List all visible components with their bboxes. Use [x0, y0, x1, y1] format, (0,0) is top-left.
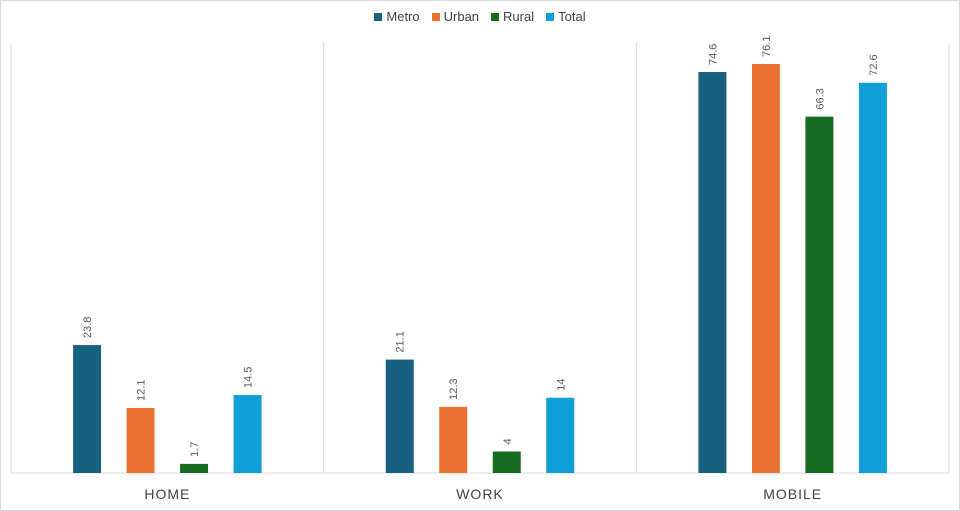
legend-item-metro: Metro	[374, 9, 420, 24]
bar-rural-work	[492, 451, 521, 473]
legend: Metro Urban Rural Total	[0, 9, 960, 24]
legend-label: Rural	[503, 9, 535, 24]
x-tick-label: MOBILE	[763, 486, 822, 502]
legend-label: Metro	[386, 9, 420, 24]
bar-total-work	[546, 397, 575, 473]
bar-total-mobile	[858, 82, 887, 474]
legend-label: Total	[558, 9, 586, 24]
bar-rural-home	[180, 463, 209, 473]
data-label: 66.3	[814, 88, 826, 109]
bar-total-home	[233, 395, 262, 473]
data-label: 74.6	[707, 44, 719, 65]
bar-metro-home	[73, 345, 102, 473]
bar-rural-mobile	[805, 116, 834, 473]
data-label: 12.1	[136, 380, 148, 401]
legend-swatch	[374, 12, 383, 21]
data-label: 1.7	[189, 442, 201, 457]
legend-item-urban: Urban	[431, 9, 480, 24]
bar-urban-mobile	[751, 63, 780, 474]
legend-item-rural: Rural	[491, 9, 534, 24]
bar-urban-home	[126, 407, 155, 473]
data-label: 23.8	[82, 317, 94, 338]
bar-metro-work	[385, 359, 414, 473]
bar-metro-mobile	[698, 72, 727, 474]
x-tick-label: HOME	[144, 486, 190, 502]
data-label: 72.6	[868, 54, 880, 75]
legend-swatch	[491, 12, 500, 21]
legend-item-total: Total	[546, 9, 586, 24]
bar-urban-work	[439, 406, 468, 473]
legend-label: Urban	[443, 9, 480, 24]
legend-swatch	[546, 12, 555, 21]
x-tick-label: WORK	[456, 486, 504, 502]
data-label: 12.3	[448, 378, 460, 399]
data-label: 14	[555, 379, 567, 391]
data-label: 76.1	[761, 36, 773, 57]
legend-swatch	[431, 12, 440, 21]
data-label: 14.5	[243, 367, 255, 388]
data-label: 4	[502, 438, 514, 444]
data-label: 21.1	[395, 331, 407, 352]
